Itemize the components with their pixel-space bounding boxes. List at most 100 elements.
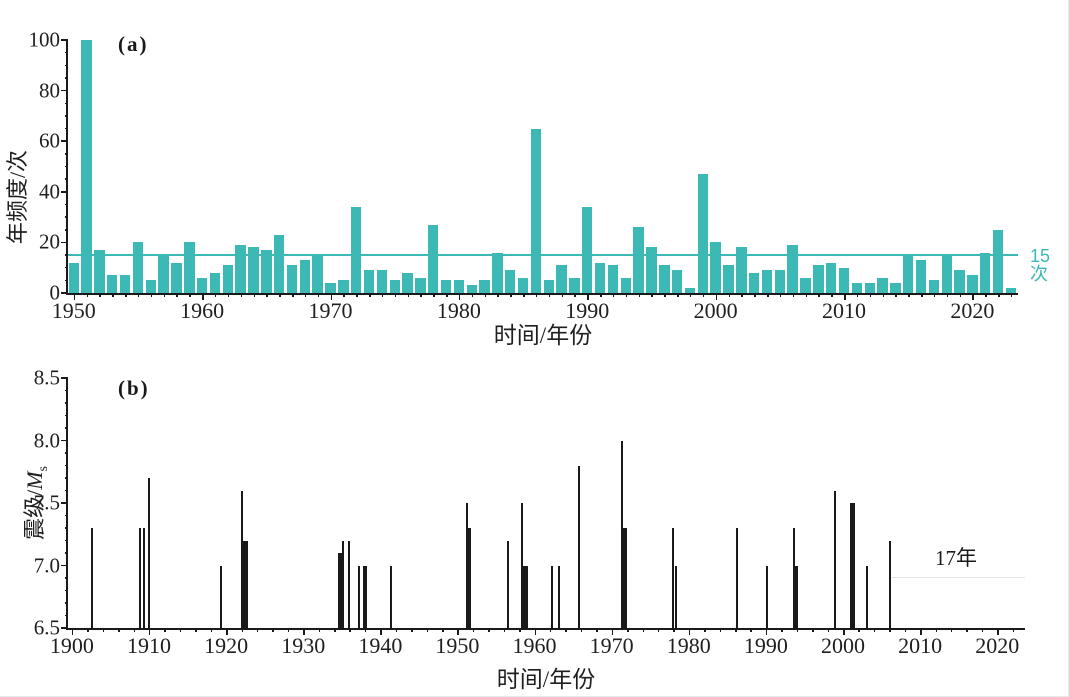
- y-minor-tick-30: [64, 216, 68, 218]
- y-tick-label-20: 20: [39, 229, 60, 254]
- y-major-tick-60: [61, 140, 68, 142]
- y-major-tick-6.5: [61, 627, 68, 629]
- earthquake-stem-1993.6-M7.3: [792, 528, 795, 628]
- x-tick-label-1970: 1970: [308, 298, 353, 323]
- panel-b-x-axis-title: 时间/年份: [496, 667, 596, 692]
- frequency-bar-1951: [81, 40, 92, 293]
- frequency-bar-1956: [145, 280, 156, 293]
- earthquake-stem-1962.3-M7: [551, 565, 554, 628]
- x-minor-tick-1978: [433, 293, 435, 297]
- y-tick-label-60: 60: [39, 128, 60, 153]
- panel-a-x-axis-title: 时间/年份: [493, 323, 593, 348]
- x-tick-label-1900: 1900: [49, 633, 94, 658]
- x-minor-tick-1957: [163, 293, 166, 297]
- y-minor-tick-45: [64, 178, 68, 180]
- earthquake-stem-1990.2-M7: [766, 565, 769, 628]
- earthquake-stem-1919.4-M7: [220, 565, 223, 628]
- x-minor-tick-1902: [87, 628, 89, 632]
- y-minor-tick-95: [64, 51, 68, 54]
- x-minor-tick-1934: [334, 628, 336, 632]
- y-minor-tick-7.1: [64, 552, 68, 554]
- earthquake-stem-1977.9-M7.3: [671, 528, 674, 628]
- earthquake-stem-1941.4-M7: [390, 565, 393, 628]
- y-tick-label-80: 80: [39, 78, 60, 103]
- frequency-bar-2013: [877, 277, 888, 293]
- panel-magnitude: (b) 震级/Ms 时间/年份 1900 1910 1920 1930 1940 1950…: [0, 360, 1068, 696]
- x-major-tick-1960: [534, 628, 537, 635]
- x-minor-tick-1961: [214, 293, 217, 297]
- x-minor-tick-1973: [369, 293, 371, 297]
- x-minor-tick-1986: [735, 628, 737, 632]
- x-minor-tick-2014: [895, 293, 897, 297]
- earthquake-stem-1951.2-M7.5: [465, 503, 468, 628]
- x-minor-tick-1964: [565, 628, 567, 632]
- x-minor-tick-1992: [612, 293, 615, 297]
- earthquake-stem-1922.5-M7.2: [243, 540, 248, 628]
- x-minor-tick-1971: [343, 293, 345, 297]
- frequency-bar-1976: [402, 272, 413, 293]
- frequency-bar-1991: [594, 262, 606, 293]
- y-major-tick-20: [61, 241, 68, 244]
- earthquake-stem-1902.6-M7.3: [90, 528, 93, 628]
- x-minor-tick-1952: [99, 293, 101, 297]
- x-minor-tick-1994: [796, 628, 799, 632]
- earthquake-stem-1910-M7.7: [147, 478, 150, 628]
- x-minor-tick-1996: [812, 628, 814, 632]
- y-tick-label-7.5: 7.5: [33, 490, 60, 515]
- x-major-tick-1950: [457, 628, 459, 635]
- frequency-bar-1988: [556, 265, 567, 293]
- x-minor-tick-1958: [176, 293, 178, 297]
- x-tick-label-1980: 1980: [666, 633, 711, 658]
- y-minor-tick-7.8: [64, 464, 68, 467]
- x-tick-label-1980: 1980: [436, 298, 481, 323]
- x-minor-tick-1982: [704, 628, 706, 632]
- x-minor-tick-1956: [150, 293, 153, 297]
- x-minor-tick-2007: [805, 293, 808, 297]
- frequency-bar-1964: [248, 247, 259, 293]
- earthquake-stem-1956.5-M7.2: [506, 540, 509, 628]
- frequency-bar-2008: [813, 265, 824, 293]
- frequency-bar-1986: [530, 128, 542, 293]
- x-tick-label-1970: 1970: [589, 633, 634, 658]
- frequency-bar-2014: [890, 282, 901, 293]
- x-minor-tick-1997: [677, 293, 679, 297]
- x-minor-tick-2018: [946, 293, 949, 297]
- x-minor-tick-1999: [702, 293, 705, 297]
- frequency-bar-1967: [286, 265, 298, 293]
- y-major-tick-7.5: [61, 502, 68, 504]
- frequency-bar-2007: [800, 277, 811, 293]
- y-tick-label-7.0: 7.0: [33, 553, 60, 577]
- x-minor-tick-1964: [253, 293, 255, 297]
- x-minor-tick-1974: [381, 293, 384, 297]
- x-tick-label-2010: 2010: [898, 633, 943, 658]
- frequency-bar-1981: [466, 285, 477, 293]
- x-minor-tick-1958: [519, 628, 521, 632]
- y-major-tick-8: [61, 439, 68, 442]
- frequency-bar-2006: [787, 244, 798, 293]
- x-minor-tick-1976: [407, 293, 410, 297]
- x-minor-tick-1977: [420, 293, 422, 297]
- frequency-bar-1980: [453, 280, 465, 293]
- x-minor-tick-2022: [1012, 628, 1015, 632]
- frequency-bar-1985: [517, 277, 529, 293]
- panel-a-y-axis-title: 年频度/次: [5, 149, 30, 245]
- frequency-plot-area: 1950 1960 1970 1980 1990 2000 2010 2020 0 20 40 60 8…: [29, 29, 1018, 322]
- frequency-bar-2016: [915, 260, 927, 293]
- frequency-bar-2015: [903, 255, 914, 293]
- y-minor-tick-65: [64, 127, 68, 130]
- x-minor-tick-1994: [638, 293, 641, 297]
- frequency-bar-2019: [954, 270, 965, 293]
- magnitude-subscript: s: [35, 466, 51, 472]
- y-minor-tick-15: [64, 254, 68, 256]
- y-tick-label-6.5: 6.5: [33, 615, 60, 640]
- x-minor-tick-1953: [112, 293, 114, 297]
- x-tick-label-2000: 2000: [821, 633, 865, 658]
- y-major-tick-0: [61, 292, 68, 294]
- x-minor-tick-1988: [561, 293, 564, 297]
- x-minor-tick-1936: [349, 628, 351, 632]
- x-minor-tick-1972: [627, 628, 629, 632]
- frequency-bar-1998: [684, 287, 696, 293]
- y-minor-tick-7.7: [64, 477, 68, 479]
- frequency-bar-1977: [415, 277, 426, 293]
- x-major-tick-1980: [458, 293, 461, 300]
